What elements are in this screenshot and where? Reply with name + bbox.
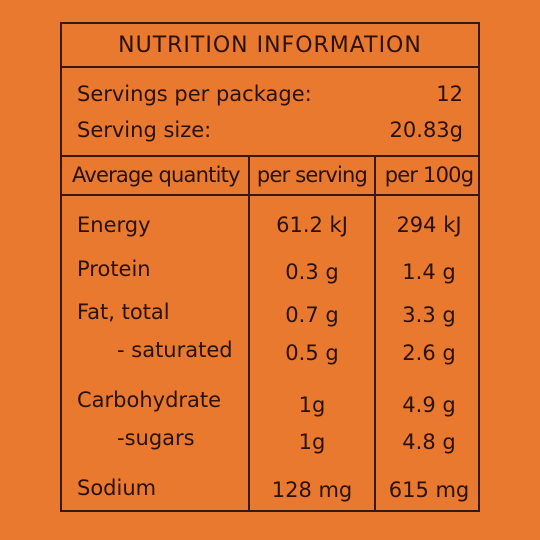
- row-sodium-per-serving: 128 mg: [271, 478, 353, 502]
- panel-title: NUTRITION INFORMATION: [118, 33, 422, 58]
- row-name-fat-total: Fat, total: [77, 300, 170, 324]
- serving-size-value: 20.83g: [389, 118, 463, 142]
- row-fat-total-per-100g: 3.3 g: [402, 303, 456, 327]
- row-fat-total-per-serving: 0.7 g: [285, 303, 339, 327]
- row-saturated-per-serving: 0.5 g: [285, 341, 339, 365]
- header-divider: [62, 194, 478, 196]
- row-sugars-per-serving: 1g: [298, 430, 326, 454]
- title-divider: [62, 66, 478, 68]
- row-carbohydrate-per-serving: 1g: [298, 393, 326, 417]
- row-energy-per-serving: 61.2 kJ: [276, 213, 348, 237]
- serving-size-label: Serving size:: [77, 118, 212, 142]
- header-per-serving: per serving: [256, 163, 368, 187]
- row-carbohydrate-per-100g: 4.9 g: [402, 393, 456, 417]
- row-name-protein: Protein: [77, 257, 151, 281]
- row-sugars-per-100g: 4.8 g: [402, 430, 456, 454]
- servings-divider: [62, 155, 478, 157]
- column-divider-1: [248, 157, 250, 510]
- row-sodium-per-100g: 615 mg: [388, 478, 470, 502]
- row-name-carbohydrate: Carbohydrate: [77, 388, 222, 412]
- nutrition-panel: NUTRITION INFORMATION Servings per packa…: [60, 22, 480, 512]
- row-name-sodium: Sodium: [77, 476, 157, 500]
- header-average-quantity: Average quantity: [72, 163, 240, 187]
- row-protein-per-100g: 1.4 g: [402, 260, 456, 284]
- servings-value: 12: [436, 82, 463, 106]
- row-name-saturated: - saturated: [117, 338, 233, 362]
- row-energy-per-100g: 294 kJ: [396, 213, 462, 237]
- column-divider-2: [374, 157, 376, 510]
- row-saturated-per-100g: 2.6 g: [402, 341, 456, 365]
- servings-label: Servings per package:: [77, 82, 312, 106]
- row-protein-per-serving: 0.3 g: [285, 260, 339, 284]
- row-name-sugars: -sugars: [117, 426, 195, 450]
- row-name-energy: Energy: [77, 213, 151, 237]
- header-per-100g: per 100g: [384, 163, 474, 187]
